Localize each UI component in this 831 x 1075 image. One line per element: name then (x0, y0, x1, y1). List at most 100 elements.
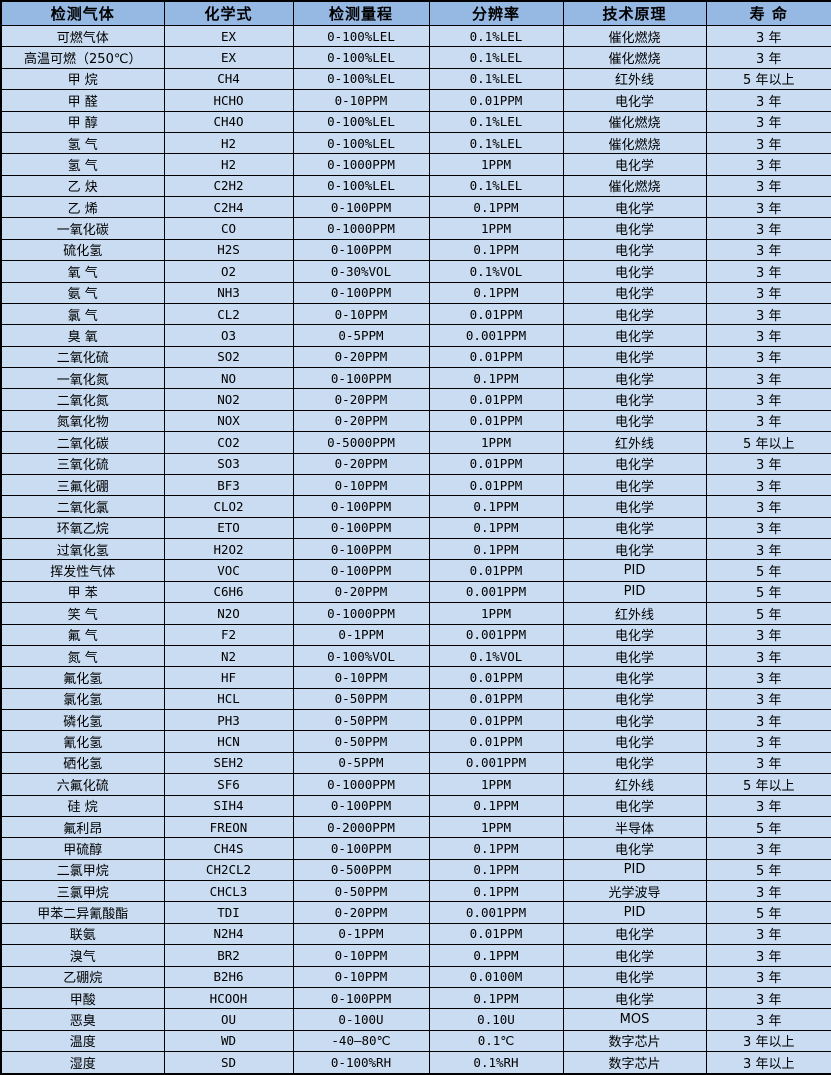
table-cell: 0-100PPM (292, 837, 430, 860)
table-cell: 甲苯二异氰酸酯 (0, 901, 165, 924)
table-cell: 电化学 (562, 623, 707, 646)
table-row: 硒化氢 SEH2 0-5PPM 0.001PPM 电化学 3 年 (0, 751, 831, 775)
table-cell: 催化燃烧 (562, 110, 707, 133)
table-cell: CLO2 (163, 495, 294, 518)
table-cell: 3 年 (705, 302, 831, 326)
table-cell: 0-100PPM (292, 559, 430, 582)
table-cell: 0-10PPM (292, 666, 430, 689)
table-cell: O3 (163, 324, 294, 347)
table-cell: 3 年 (705, 46, 831, 69)
table-cell: 催化燃烧 (562, 131, 707, 155)
table-cell: 红外线 (562, 602, 707, 625)
table-cell: C6H6 (163, 580, 294, 604)
table-cell: TDI (163, 901, 294, 924)
table-cell: 3 年 (705, 366, 831, 390)
table-cell: 0.1%LEL (428, 67, 564, 91)
table-row: 二氧化氯 CLO2 0-100PPM 0.1PPM 电化学 3 年 (0, 495, 831, 518)
table-cell: 3 年 (705, 965, 831, 988)
table-cell: 电化学 (562, 965, 707, 988)
table-cell: 0.1%VOL (428, 644, 564, 668)
table-cell: 0-10PPM (292, 302, 430, 326)
table-cell: 1PPM (428, 431, 564, 454)
table-cell: 乙硼烷 (0, 965, 165, 988)
table-cell: 5 年 (705, 858, 831, 882)
table-cell: 0-1PPM (292, 623, 430, 646)
table-cell: 5 年 (705, 580, 831, 604)
table-cell: 电化学 (562, 302, 707, 326)
table-cell: 3 年 (705, 324, 831, 347)
table-cell: 电化学 (562, 195, 707, 219)
table-cell: 电化学 (562, 794, 707, 817)
table-cell: 0.1℃ (428, 1029, 564, 1053)
table-row: 恶臭 OU 0-100U 0.10U MOS 3 年 (0, 1008, 831, 1031)
table-cell: 0.1PPM (428, 986, 564, 1010)
table-cell: 0.01PPM (428, 302, 564, 326)
table-cell: CL2 (163, 302, 294, 326)
table-cell: HCL (163, 687, 294, 711)
table-cell: 0-100PPM (292, 495, 430, 518)
table-cell: 0-10PPM (292, 473, 430, 497)
table-cell: 3 年 (705, 537, 831, 561)
table-cell: 电化学 (562, 730, 707, 753)
table-cell: 0-20PPM (292, 409, 430, 433)
table-cell: 氟利昂 (0, 815, 165, 839)
table-cell: 氰化氢 (0, 730, 165, 753)
table-cell: 0-100%VOL (292, 644, 430, 668)
table-row: 氮氧化物 NOX 0-20PPM 0.01PPM 电化学 3 年 (0, 409, 831, 433)
table-cell: 电化学 (562, 687, 707, 711)
table-cell: 3 年 (705, 195, 831, 219)
table-cell: 氮氧化物 (0, 409, 165, 433)
table-cell: 0-20PPM (292, 901, 430, 924)
table-cell: 二氧化氯 (0, 495, 165, 518)
table-cell: 甲酸 (0, 986, 165, 1010)
table-cell: 电化学 (562, 452, 707, 475)
table-cell: 5 年 (705, 559, 831, 582)
table-cell: 光学波导 (562, 879, 707, 903)
table-cell: 0.1%LEL (428, 110, 564, 133)
table-cell: 0-20PPM (292, 388, 430, 411)
table-cell: 3 年 (705, 986, 831, 1010)
table-cell: 温度 (0, 1029, 165, 1053)
table-row: 氢 气 H2 0-1000PPM 1PPM 电化学 3 年 (0, 153, 831, 176)
header-row: 检测气体 化学式 检测量程 分辨率 技术原理 寿 命 (0, 0, 831, 26)
table-cell: 电化学 (562, 837, 707, 860)
table-cell: 电化学 (562, 366, 707, 390)
table-cell: NO (163, 366, 294, 390)
table-cell: 电化学 (562, 89, 707, 112)
table-cell: 电化学 (562, 944, 707, 967)
table-cell: EX (163, 24, 294, 48)
table-cell: 二氯甲烷 (0, 858, 165, 882)
table-body: 可燃气体 EX 0-100%LEL 0.1%LEL 催化燃烧 3 年高温可燃（250℃） E… (0, 24, 831, 1075)
table-row: 乙 炔 C2H2 0-100%LEL 0.1%LEL 催化燃烧 3 年 (0, 174, 831, 198)
table-cell: 红外线 (562, 431, 707, 454)
table-cell: 0-50PPM (292, 730, 430, 753)
table-cell: 0.1PPM (428, 879, 564, 903)
header-cell-range: 检测量程 (292, 0, 430, 26)
table-row: 氰化氢 HCN 0-50PPM 0.01PPM 电化学 3 年 (0, 730, 831, 753)
table-cell: 0.01PPM (428, 730, 564, 753)
table-row: 溴气 BR2 0-10PPM 0.1PPM 电化学 3 年 (0, 944, 831, 967)
table-cell: OU (163, 1008, 294, 1031)
table-cell: 0-10PPM (292, 89, 430, 112)
table-cell: 电化学 (562, 516, 707, 540)
table-cell: F2 (163, 623, 294, 646)
table-cell: 0.01PPM (428, 922, 564, 946)
table-cell: 0.1PPM (428, 366, 564, 390)
table-cell: 0.01PPM (428, 708, 564, 732)
table-cell: 数字芯片 (562, 1051, 707, 1075)
table-cell: 0-5000PPM (292, 431, 430, 454)
table-row: 三氧化硫 SO3 0-20PPM 0.01PPM 电化学 3 年 (0, 452, 831, 475)
table-row: 乙硼烷 B2H6 0-10PPM 0.0100M 电化学 3 年 (0, 965, 831, 988)
table-cell: 0-1PPM (292, 922, 430, 946)
table-cell: 电化学 (562, 644, 707, 668)
table-cell: NOX (163, 409, 294, 433)
table-cell: 电化学 (562, 986, 707, 1010)
table-cell: 0.1%LEL (428, 174, 564, 198)
table-cell: 0-100PPM (292, 281, 430, 304)
table-cell: CH2CL2 (163, 858, 294, 882)
table-cell: 0-100%LEL (292, 110, 430, 133)
table-cell: 0.1PPM (428, 537, 564, 561)
table-cell: NH3 (163, 281, 294, 304)
table-cell: 0-100%RH (292, 1051, 430, 1075)
table-cell: 0-5PPM (292, 324, 430, 347)
